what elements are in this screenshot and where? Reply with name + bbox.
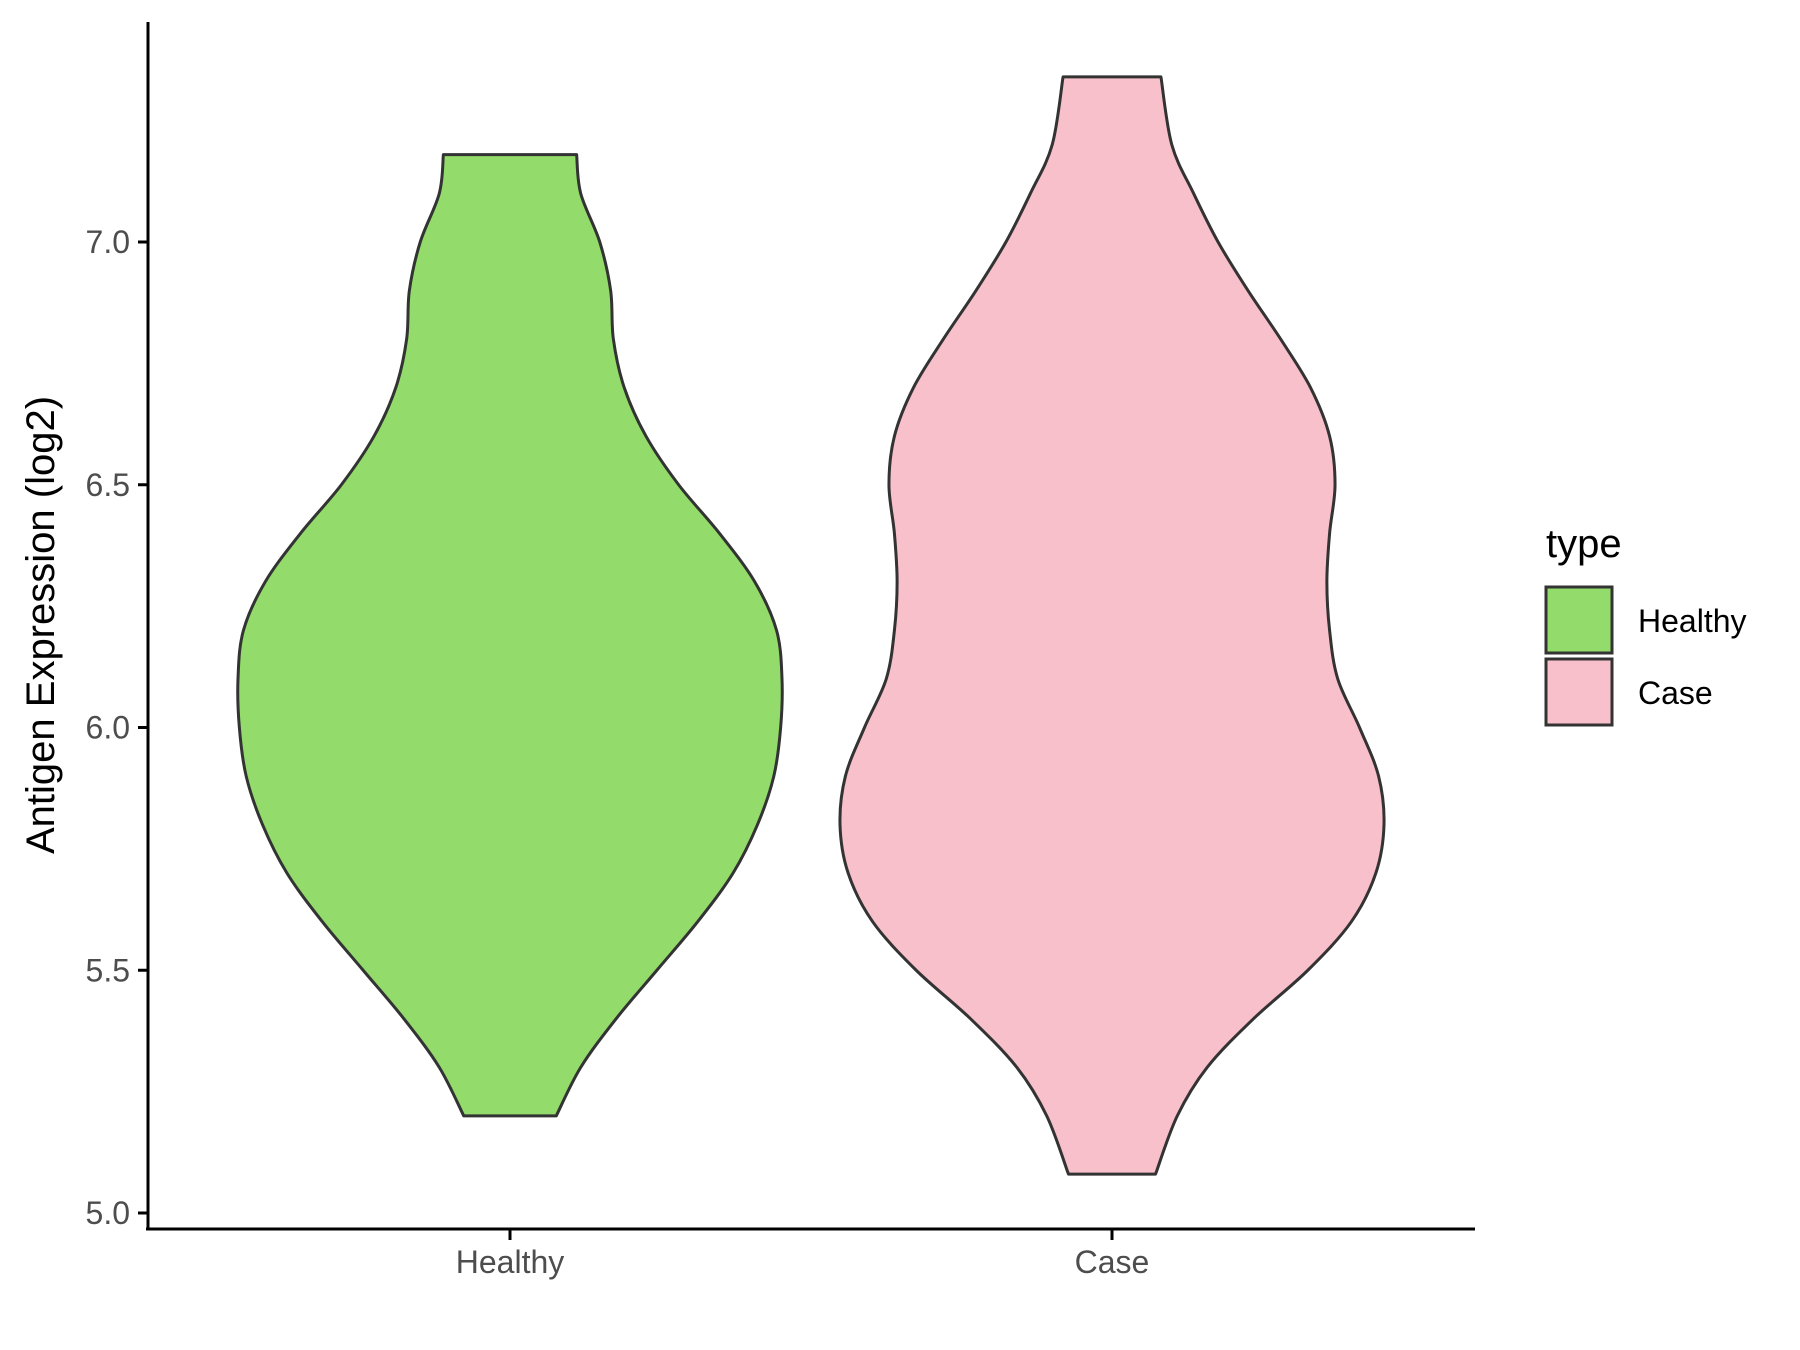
legend-label-healthy: Healthy	[1638, 603, 1747, 639]
legend: type Healthy Case	[1544, 522, 1747, 727]
plot-area	[236, 75, 1386, 1176]
y-axis-ticks: 5.0 5.5 6.0 6.5 7.0	[86, 224, 148, 1231]
legend-entries: Healthy Case	[1544, 585, 1747, 727]
y-tick-label: 5.5	[86, 952, 130, 988]
y-tick-label: 6.0	[86, 710, 130, 746]
y-tick-label: 6.5	[86, 467, 130, 503]
x-tick-label: Case	[1075, 1244, 1150, 1280]
y-axis-title: Antigen Expression (log2)	[19, 396, 63, 854]
violin-case	[838, 75, 1386, 1176]
violin-healthy	[236, 153, 784, 1118]
legend-swatch-healthy	[1544, 585, 1614, 655]
legend-title: type	[1546, 522, 1622, 566]
x-axis-ticks: Healthy Case	[456, 1229, 1150, 1280]
legend-swatch-case	[1544, 657, 1614, 727]
legend-label-case: Case	[1638, 675, 1713, 711]
y-tick-label: 5.0	[86, 1195, 130, 1231]
y-tick-label: 7.0	[86, 224, 130, 260]
x-tick-label: Healthy	[456, 1244, 565, 1280]
